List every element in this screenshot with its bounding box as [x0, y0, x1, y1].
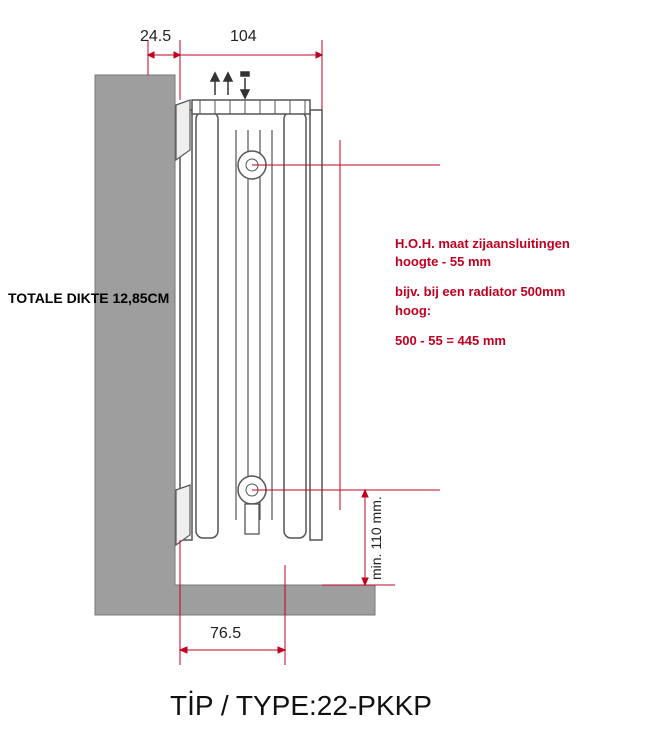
- wall-shape: [95, 75, 375, 615]
- annotation-block: H.O.H. maat zijaansluitingen hoogte - 55…: [395, 235, 635, 350]
- top-grille: [192, 100, 310, 114]
- annot-line1: H.O.H. maat zijaansluitingen: [395, 235, 635, 253]
- dim-min-height: [322, 490, 395, 585]
- annot-line3: bijv. bij een radiator 500mm: [395, 283, 635, 301]
- thickness-label: TOTALE DIKTE 12,85CM: [8, 290, 169, 306]
- annot-line2: hoogte - 55 mm: [395, 253, 635, 271]
- annot-line5: 500 - 55 = 445 mm: [395, 332, 635, 350]
- type-title: TİP / TYPE:22-PKKP: [170, 690, 432, 722]
- dim-label-24-5: 24.5: [140, 28, 171, 46]
- left-cover: [180, 110, 192, 540]
- annot-line4: hoog:: [395, 302, 635, 320]
- right-cover: [310, 110, 322, 540]
- bracket-top: [176, 100, 190, 160]
- dim-label-76-5: 76.5: [210, 625, 241, 643]
- bracket-bottom: [176, 485, 190, 545]
- drawing-svg: [0, 0, 650, 750]
- diagram-canvas: 24.5 104 76.5 min. 110 mm. TOTALE DIKTE …: [0, 0, 650, 750]
- dim-label-104: 104: [230, 28, 257, 46]
- dim-label-min-height: min. 110 mm.: [368, 490, 384, 580]
- left-panel: [196, 112, 218, 538]
- right-panel: [284, 112, 306, 538]
- airflow-arrows: [211, 72, 249, 98]
